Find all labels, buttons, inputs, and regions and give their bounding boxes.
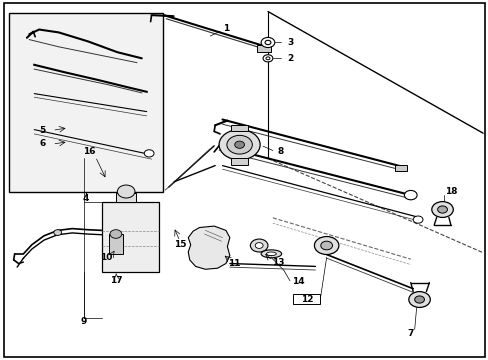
Circle shape bbox=[219, 130, 260, 160]
Bar bbox=[394, 165, 407, 171]
Circle shape bbox=[431, 202, 452, 217]
Text: 3: 3 bbox=[287, 38, 293, 47]
Ellipse shape bbox=[261, 250, 281, 258]
Text: 5: 5 bbox=[40, 126, 45, 135]
Circle shape bbox=[265, 57, 269, 60]
Polygon shape bbox=[188, 226, 229, 269]
Bar bbox=[116, 193, 136, 202]
Text: 8: 8 bbox=[277, 147, 284, 156]
Text: 2: 2 bbox=[287, 54, 293, 63]
Bar bbox=[230, 125, 248, 131]
Text: 7: 7 bbox=[407, 328, 413, 338]
Bar bbox=[293, 294, 320, 304]
Text: 13: 13 bbox=[272, 258, 285, 267]
Ellipse shape bbox=[266, 252, 276, 256]
Circle shape bbox=[404, 190, 416, 200]
Circle shape bbox=[437, 206, 447, 213]
FancyBboxPatch shape bbox=[102, 202, 159, 272]
Text: 15: 15 bbox=[173, 240, 186, 249]
Circle shape bbox=[408, 292, 429, 307]
Bar bbox=[108, 234, 123, 254]
Circle shape bbox=[234, 141, 244, 148]
Circle shape bbox=[226, 135, 252, 154]
Circle shape bbox=[414, 296, 424, 303]
Text: 11: 11 bbox=[228, 259, 241, 268]
Text: 16: 16 bbox=[82, 148, 95, 156]
Text: 12: 12 bbox=[300, 294, 313, 303]
Bar bbox=[256, 45, 271, 52]
Text: 17: 17 bbox=[110, 276, 122, 285]
Text: 18: 18 bbox=[444, 187, 457, 196]
Circle shape bbox=[314, 237, 338, 255]
Circle shape bbox=[54, 230, 61, 235]
Text: 1: 1 bbox=[223, 24, 229, 33]
Text: 14: 14 bbox=[292, 277, 305, 286]
Circle shape bbox=[144, 150, 154, 157]
Circle shape bbox=[250, 239, 267, 252]
Text: 4: 4 bbox=[82, 194, 89, 203]
Circle shape bbox=[117, 185, 135, 198]
Circle shape bbox=[263, 55, 272, 62]
Circle shape bbox=[255, 243, 263, 248]
Bar bbox=[230, 158, 248, 165]
Text: 9: 9 bbox=[81, 317, 87, 325]
Text: 6: 6 bbox=[40, 139, 45, 148]
Circle shape bbox=[264, 40, 270, 45]
Circle shape bbox=[320, 241, 332, 250]
Bar bbox=[9, 13, 163, 192]
Circle shape bbox=[110, 230, 122, 238]
Circle shape bbox=[261, 37, 274, 48]
Text: 10: 10 bbox=[100, 253, 113, 262]
Circle shape bbox=[412, 216, 422, 223]
